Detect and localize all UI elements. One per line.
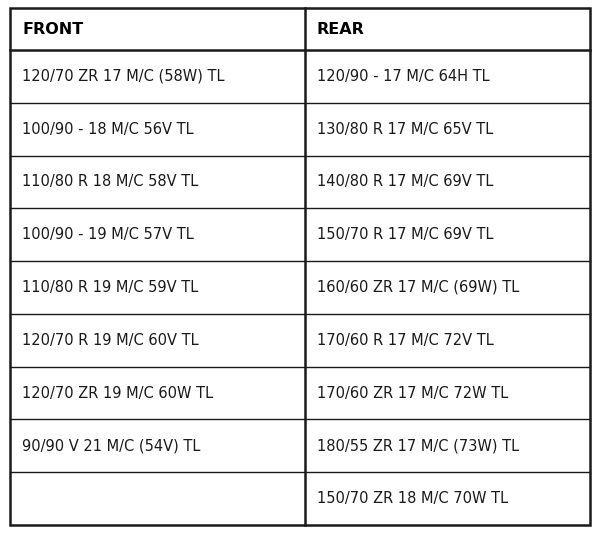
Text: 100/90 - 19 M/C 57V TL: 100/90 - 19 M/C 57V TL <box>22 227 194 242</box>
Text: 110/80 R 19 M/C 59V TL: 110/80 R 19 M/C 59V TL <box>22 280 198 295</box>
Text: 150/70 R 17 M/C 69V TL: 150/70 R 17 M/C 69V TL <box>317 227 493 242</box>
Text: 120/90 - 17 M/C 64H TL: 120/90 - 17 M/C 64H TL <box>317 69 490 84</box>
Text: 120/70 R 19 M/C 60V TL: 120/70 R 19 M/C 60V TL <box>22 333 199 348</box>
Text: 110/80 R 18 M/C 58V TL: 110/80 R 18 M/C 58V TL <box>22 174 198 189</box>
Text: REAR: REAR <box>317 21 365 36</box>
Text: 160/60 ZR 17 M/C (69W) TL: 160/60 ZR 17 M/C (69W) TL <box>317 280 519 295</box>
Text: 150/70 ZR 18 M/C 70W TL: 150/70 ZR 18 M/C 70W TL <box>317 491 508 506</box>
Text: 170/60 R 17 M/C 72V TL: 170/60 R 17 M/C 72V TL <box>317 333 494 348</box>
Text: 90/90 V 21 M/C (54V) TL: 90/90 V 21 M/C (54V) TL <box>22 438 200 454</box>
Text: 130/80 R 17 M/C 65V TL: 130/80 R 17 M/C 65V TL <box>317 122 493 136</box>
Text: 100/90 - 18 M/C 56V TL: 100/90 - 18 M/C 56V TL <box>22 122 194 136</box>
Text: 180/55 ZR 17 M/C (73W) TL: 180/55 ZR 17 M/C (73W) TL <box>317 438 519 454</box>
Text: FRONT: FRONT <box>22 21 83 36</box>
Text: 170/60 ZR 17 M/C 72W TL: 170/60 ZR 17 M/C 72W TL <box>317 385 508 401</box>
Text: 120/70 ZR 17 M/C (58W) TL: 120/70 ZR 17 M/C (58W) TL <box>22 69 224 84</box>
Text: 120/70 ZR 19 M/C 60W TL: 120/70 ZR 19 M/C 60W TL <box>22 385 213 401</box>
Text: 140/80 R 17 M/C 69V TL: 140/80 R 17 M/C 69V TL <box>317 174 493 189</box>
